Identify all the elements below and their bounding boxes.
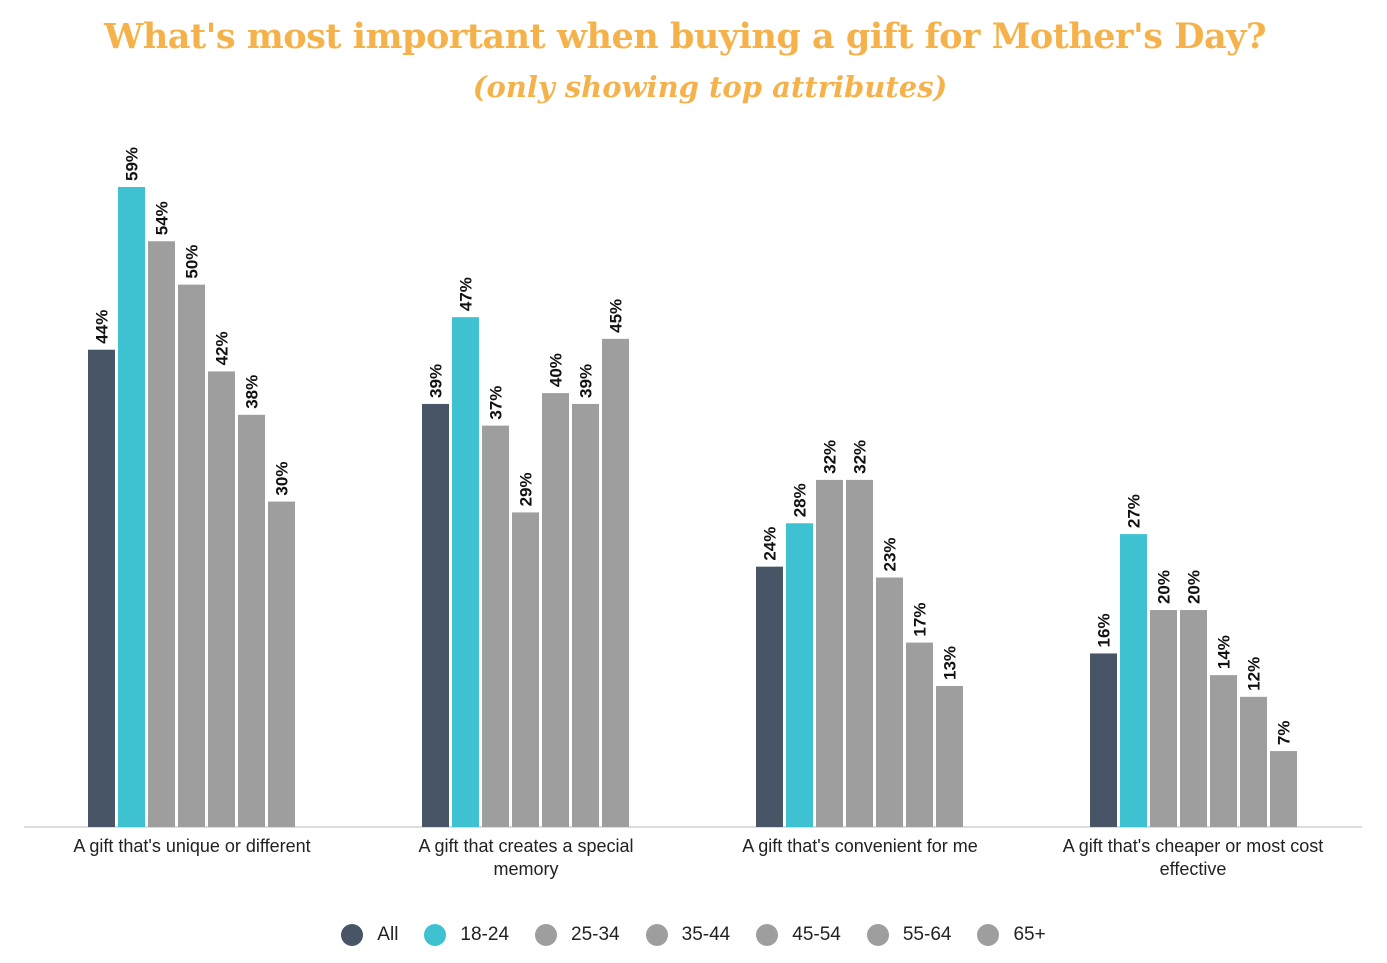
bar-55-64-cat3: [906, 642, 933, 827]
legend-label: 18-24: [460, 924, 510, 945]
bar-65+-cat4: [1270, 751, 1297, 827]
data-label-18-24-cat1: 59%: [123, 147, 142, 181]
legend-label: 45-54: [792, 924, 841, 945]
legend-swatch: [341, 924, 364, 946]
legend-swatch: [424, 924, 447, 946]
data-label-45-54-cat3: 23%: [881, 537, 900, 571]
legend-swatch: [535, 924, 558, 946]
legend-item-18-24: 18-24: [424, 924, 509, 946]
legend-label: 65+: [1013, 924, 1046, 945]
bar-All-cat3: [756, 566, 783, 827]
bar-35-44-cat2: [512, 512, 539, 827]
data-label-18-24-cat2: 47%: [457, 277, 476, 311]
category-label-1-line1: A gift that's unique or different: [73, 836, 310, 856]
bar-35-44-cat1: [178, 284, 205, 828]
data-label-35-44-cat1: 50%: [183, 245, 202, 279]
bar-65+-cat2: [602, 338, 629, 827]
data-label-18-24-cat3: 28%: [791, 483, 810, 517]
bar-55-64-cat1: [238, 414, 265, 827]
data-label-45-54-cat1: 42%: [213, 331, 232, 365]
legend-item-25-34: 25-34: [535, 924, 620, 946]
data-label-18-24-cat4: 27%: [1125, 494, 1144, 528]
legend-label: 35-44: [681, 924, 731, 945]
data-label-65+-cat1: 30%: [273, 462, 292, 496]
bar-All-cat2: [422, 403, 449, 827]
data-label-25-34-cat2: 37%: [487, 386, 506, 420]
data-label-25-34-cat1: 54%: [153, 201, 172, 235]
legend-swatch: [645, 924, 668, 946]
legend-item-All: All: [341, 924, 398, 946]
bar-45-54-cat3: [876, 577, 903, 827]
bar-55-64-cat2: [572, 403, 599, 827]
data-label-55-64-cat2: 39%: [577, 364, 596, 398]
bar-45-54-cat2: [542, 393, 569, 827]
legend-swatch: [977, 924, 1000, 946]
data-label-35-44-cat3: 32%: [851, 440, 870, 474]
data-label-55-64-cat1: 38%: [243, 375, 262, 409]
category-label-4-line2: effective: [1160, 859, 1227, 879]
bar-All-cat4: [1090, 653, 1117, 827]
chart-title: What's most important when buying a gift…: [104, 16, 1266, 57]
legend-swatch: [866, 924, 889, 946]
bar-65+-cat1: [268, 501, 295, 827]
data-label-35-44-cat2: 29%: [517, 472, 536, 506]
data-label-All-cat2: 39%: [427, 364, 446, 398]
category-label-3-line1: A gift that's convenient for me: [742, 836, 978, 856]
bar-18-24-cat4: [1120, 534, 1147, 827]
chart-legend: All 18-24 25-34 35-44 45-54 55-64 65+: [0, 924, 1387, 946]
bar-18-24-cat3: [786, 523, 813, 827]
data-label-35-44-cat4: 20%: [1185, 570, 1204, 604]
bar-18-24-cat2: [452, 317, 479, 827]
bar-45-54-cat1: [208, 371, 235, 827]
data-label-25-34-cat4: 20%: [1155, 570, 1174, 604]
bar-25-34-cat1: [148, 241, 175, 827]
bar-All-cat1: [88, 349, 115, 827]
bar-65+-cat3: [936, 685, 963, 827]
legend-label: 25-34: [571, 924, 620, 945]
bar-35-44-cat3: [846, 479, 873, 827]
data-label-All-cat1: 44%: [93, 310, 112, 344]
category-label-4-line1: A gift that's cheaper or most cost: [1063, 836, 1324, 856]
bar-35-44-cat4: [1180, 610, 1207, 827]
bar-25-34-cat4: [1150, 610, 1177, 827]
data-label-55-64-cat3: 17%: [911, 603, 930, 637]
bar-chart: 44% 59% 54% 50% 42% 38% 30% A gift that's uniqu…: [24, 147, 1362, 879]
category-label-2-line2: memory: [493, 859, 558, 879]
category-label-2-line1: A gift that creates a special: [418, 836, 633, 856]
data-label-All-cat3: 24%: [761, 527, 780, 561]
data-label-45-54-cat2: 40%: [547, 353, 566, 387]
data-label-65+-cat4: 7%: [1275, 720, 1294, 745]
data-label-All-cat4: 16%: [1095, 613, 1114, 647]
bar-25-34-cat3: [816, 479, 843, 827]
bar-18-24-cat1: [118, 187, 145, 827]
data-label-45-54-cat4: 14%: [1215, 635, 1234, 669]
legend-item-45-54: 45-54: [756, 924, 841, 946]
chart-subtitle: (only showing top attributes): [472, 70, 948, 104]
legend-swatch: [756, 924, 779, 946]
legend-item-65+: 65+: [977, 924, 1046, 946]
bar-55-64-cat4: [1240, 696, 1267, 827]
bar-45-54-cat4: [1210, 675, 1237, 827]
data-label-25-34-cat3: 32%: [821, 440, 840, 474]
legend-label: 55-64: [902, 924, 952, 945]
legend-item-55-64: 55-64: [866, 924, 952, 946]
bar-25-34-cat2: [482, 425, 509, 827]
data-label-55-64-cat4: 12%: [1245, 657, 1264, 691]
legend-item-35-44: 35-44: [645, 924, 731, 946]
data-label-65+-cat2: 45%: [607, 299, 626, 333]
data-label-65+-cat3: 13%: [941, 646, 960, 680]
legend-label: All: [377, 924, 399, 945]
